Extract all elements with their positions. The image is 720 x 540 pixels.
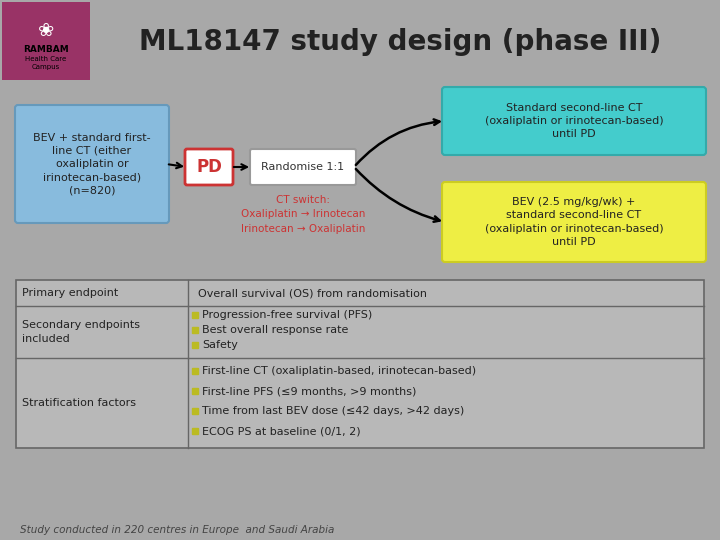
Text: RAMBAM: RAMBAM (23, 45, 69, 55)
Text: Stratification factors: Stratification factors (22, 398, 136, 408)
FancyBboxPatch shape (250, 149, 356, 185)
Text: BEV (2.5 mg/kg/wk) +
standard second-line CT
(oxaliplatin or irinotecan-based)
u: BEV (2.5 mg/kg/wk) + standard second-lin… (485, 197, 663, 247)
Text: CT switch:
Oxaliplatin → Irinotecan
Irinotecan → Oxaliplatin: CT switch: Oxaliplatin → Irinotecan Irin… (240, 195, 365, 234)
Text: First-line CT (oxaliplatin-based, irinotecan-based): First-line CT (oxaliplatin-based, irinot… (202, 366, 476, 376)
FancyBboxPatch shape (442, 87, 706, 155)
Bar (16, 280, 704, 448)
Text: ML18147 study design (phase III): ML18147 study design (phase III) (139, 28, 661, 56)
Text: Time from last BEV dose (≤42 days, >42 days): Time from last BEV dose (≤42 days, >42 d… (202, 406, 464, 416)
FancyBboxPatch shape (185, 149, 233, 185)
Text: PD: PD (196, 158, 222, 176)
Text: BEV + standard first-
line CT (either
oxaliplatin or
irinotecan-based)
(n=820): BEV + standard first- line CT (either ox… (33, 133, 150, 195)
Text: Primary endpoint: Primary endpoint (22, 288, 118, 298)
Text: Randomise 1:1: Randomise 1:1 (261, 162, 345, 172)
Text: Standard second-line CT
(oxaliplatin or irinotecan-based)
until PD: Standard second-line CT (oxaliplatin or … (485, 103, 663, 139)
Text: Health Care: Health Care (25, 56, 67, 62)
FancyBboxPatch shape (442, 182, 706, 262)
Text: Secondary endpoints
included: Secondary endpoints included (22, 320, 140, 343)
Text: Study conducted in 220 centres in Europe  and Saudi Arabia: Study conducted in 220 centres in Europe… (20, 525, 334, 535)
Bar (2, 2, 90, 80)
Text: Safety: Safety (202, 340, 238, 350)
Text: ❀: ❀ (38, 21, 54, 39)
Text: Best overall response rate: Best overall response rate (202, 325, 348, 335)
Text: First-line PFS (≤9 months, >9 months): First-line PFS (≤9 months, >9 months) (202, 386, 416, 396)
Text: ECOG PS at baseline (0/1, 2): ECOG PS at baseline (0/1, 2) (202, 426, 361, 436)
Text: Campus: Campus (32, 64, 60, 70)
FancyBboxPatch shape (15, 105, 169, 223)
Text: Progression-free survival (PFS): Progression-free survival (PFS) (202, 310, 372, 320)
Text: Overall survival (OS) from randomisation: Overall survival (OS) from randomisation (198, 288, 427, 298)
